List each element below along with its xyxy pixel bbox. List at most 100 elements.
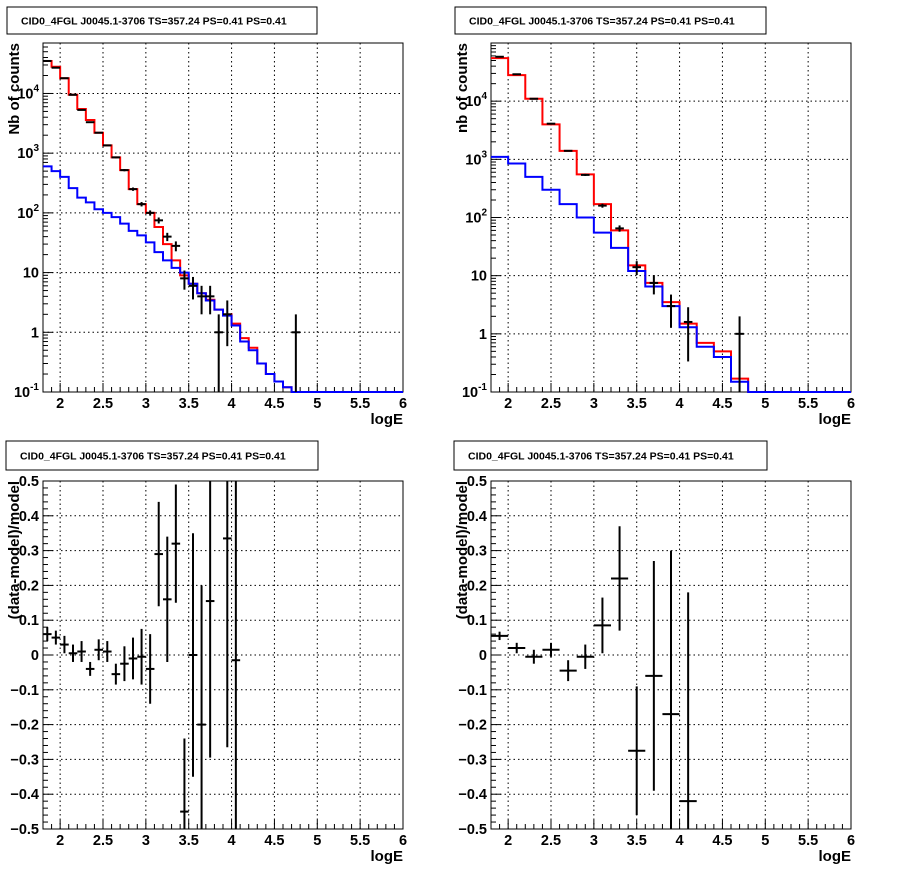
x-tick-label: 3 [590,396,598,412]
x-tick-label: 5 [313,833,321,849]
x-tick-label: 2.5 [541,833,561,849]
data-point [581,173,590,177]
y-tick-label: 10 [471,269,487,285]
tick-base: 10 [465,211,481,227]
tick-base: 10 [462,385,478,401]
grid [491,43,851,392]
residual-point [128,637,138,680]
y-tick-label: 10-1 [462,382,487,401]
grid [43,43,403,392]
y-tick-label: 0.3 [467,544,487,560]
tick-base: 10 [17,146,33,162]
x-tick-label: 5 [761,833,769,849]
data-point [598,203,607,208]
x-tick-labels: 2 2.5 3 3.5 4 4.5 5 5.5 6 [504,396,855,412]
residual-point [542,642,560,657]
data-point [85,121,95,124]
residual-point [576,644,594,669]
data-point [137,202,146,207]
data-point [77,108,86,111]
tick-exponent: 4 [481,91,487,102]
data-point [563,149,573,152]
y-tick-label: −0.1 [458,683,487,699]
data-point [188,276,198,300]
residual-point [43,627,52,642]
x-axis-title: logE [371,848,404,865]
residual-point [197,585,206,829]
residual-point [111,663,121,685]
data-point [68,93,78,96]
y-tick-label: −0.2 [10,718,39,734]
x-tick-label: 6 [399,833,407,849]
tick-base: 10 [14,385,30,401]
residual-point [559,660,577,682]
x-tick-label: 4 [676,833,684,849]
x-tick-label: 4.5 [712,396,732,412]
x-tick-labels: 2 2.5 3 3.5 4 4.5 5 5.5 6 [56,833,407,849]
data-point [154,217,163,224]
x-tick-label: 5.5 [798,396,818,412]
x-tick-label: 2 [504,396,512,412]
title-box [5,440,319,471]
y-tick-label: 0 [31,648,39,664]
residual-point [60,635,69,654]
y-tick-label: 104 [17,83,39,102]
data-layer [491,526,697,829]
y-tick-label: −0.2 [458,718,487,734]
data-point [683,307,693,362]
residual-point [188,533,198,777]
panel-title: CID0_4FGL J0045.1-3706 TS=357.24 PS=0.41… [454,6,767,35]
x-tick-label: 3 [142,833,150,849]
x-tick-label: 3 [590,833,598,849]
y-tick-label: 103 [465,149,487,168]
data-point [205,285,215,315]
residual-points [491,526,697,829]
x-tick-label: 3.5 [179,396,199,412]
residual-point [205,481,215,758]
y-axis-title: (data-model)/model [6,481,23,619]
title-text: CID0_4FGL J0045.1-3706 TS=357.24 PS=0.41… [469,16,735,28]
residual-point [137,628,146,685]
data-layer [43,59,403,393]
x-tick-label: 4 [676,396,684,412]
grid [43,481,403,829]
y-axis-title: (data-model)/model [454,481,471,619]
residual-point [154,501,163,607]
y-tick-label: 1 [479,327,487,343]
y-tick-label: 1 [31,325,39,341]
tick-exponent: -1 [30,382,39,393]
title-text: CID0_4FGL J0045.1-3706 TS=357.24 PS=0.41… [468,451,734,463]
y-tick-label: −0.5 [10,822,39,838]
data-point [197,285,206,315]
title-text: CID0_4FGL J0045.1-3706 TS=357.24 PS=0.41… [21,16,287,28]
tick-base: 10 [465,152,481,168]
residual-point [645,561,663,791]
data-point [163,232,172,242]
y-tick-label: 0 [479,648,487,664]
y-tick-label: 0.4 [467,509,487,525]
residual-point [171,484,181,603]
x-tick-label: 2.5 [93,833,113,849]
data-point [214,314,223,392]
residual-point [103,641,112,662]
x-tick-label: 2 [56,833,64,849]
tick-base: 10 [465,94,481,110]
y-tick-label: −0.1 [10,683,39,699]
data-point [735,316,744,392]
x-tick-label: 5 [761,396,769,412]
residual-point [628,686,646,816]
y-tick-label: −0.5 [458,822,487,838]
data-layer [491,55,851,393]
model_background-histogram [43,165,403,393]
residual-point [508,642,526,654]
x-tick-labels: 2 2.5 3 3.5 4 4.5 5 5.5 6 [504,833,855,849]
tick-exponent: 3 [481,149,487,160]
y-tick-label: 0.4 [19,509,39,525]
x-axis-title: logE [819,411,852,428]
residual-point [94,639,103,661]
title-box [6,6,318,35]
residual-point [51,630,61,645]
residual-point [77,641,86,662]
y-tick-label: −0.4 [458,787,487,803]
